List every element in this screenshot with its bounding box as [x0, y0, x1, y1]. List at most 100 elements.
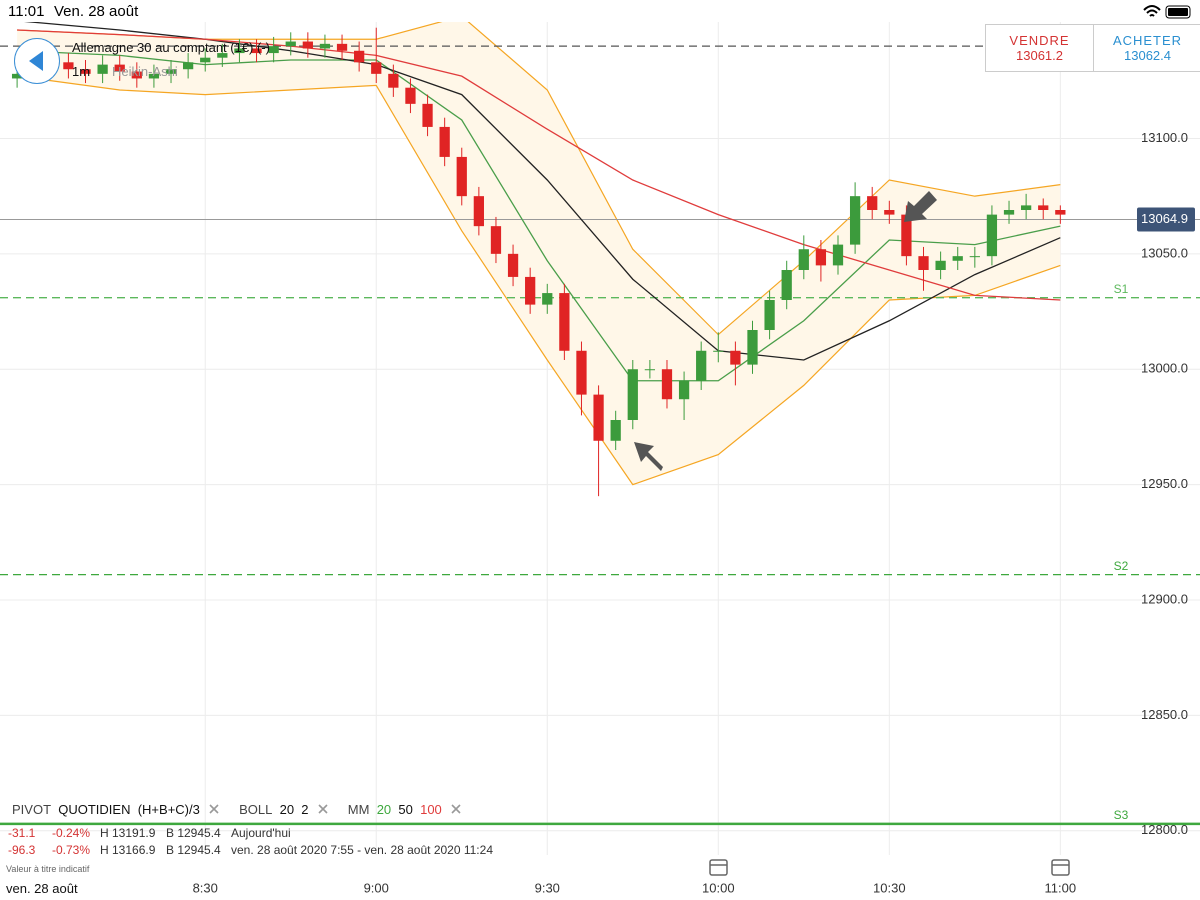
candle-body	[217, 53, 228, 58]
stat-pct: -0.73%	[52, 843, 91, 857]
stat-high: H 13166.9	[100, 843, 156, 857]
level-label: S3	[1114, 808, 1129, 822]
candle-body	[251, 48, 262, 54]
candle-body	[1003, 210, 1015, 215]
candle-body	[798, 249, 809, 270]
candle-body	[542, 293, 553, 305]
candle-body	[234, 48, 245, 54]
sell-button[interactable]: VENDRE 13061.2	[986, 25, 1094, 71]
candle-body	[713, 350, 724, 352]
pivot[interactable]: PIVOT	[12, 802, 52, 817]
buy-button[interactable]: ACHETER 13062.4	[1094, 25, 1200, 71]
remove-icon[interactable]	[451, 804, 461, 814]
stat-change: -96.3	[8, 843, 36, 857]
candle-body	[1038, 205, 1049, 210]
candle-body	[63, 62, 74, 70]
candle-body	[507, 253, 519, 277]
candle-body	[918, 256, 929, 270]
candle-body	[80, 69, 91, 74]
candle-body	[148, 73, 160, 79]
boll[interactable]: BOLL	[239, 802, 273, 817]
candle-body	[884, 210, 895, 215]
y-tick-label: 12800.0	[1141, 822, 1188, 837]
candle-body	[696, 350, 707, 381]
candle-body	[678, 380, 690, 400]
mm-2: 50	[398, 802, 413, 817]
pivot-period: QUOTIDIEN	[58, 802, 131, 817]
y-tick-label: 12900.0	[1141, 591, 1188, 606]
candle-body	[901, 214, 912, 257]
candle-body	[627, 369, 638, 420]
interval[interactable]: 1m	[72, 64, 91, 79]
stat-low: B 12945.4	[166, 826, 221, 840]
current-price-box	[1137, 207, 1195, 232]
sell-label: VENDRE	[1009, 33, 1070, 48]
sell-price: 13061.2	[1016, 48, 1063, 63]
x-tick-label: 9:00	[364, 880, 389, 895]
candle-body	[764, 300, 775, 330]
x-tick-label: 10:30	[873, 880, 906, 895]
indicator-bar: PIVOT QUOTIDIEN (H+B+C)/3 BOLL 20 2 MM 2…	[12, 802, 461, 817]
chart-style[interactable]: Heikin-Ashi	[112, 64, 178, 79]
candle-body	[593, 394, 604, 441]
candle-body	[730, 350, 741, 365]
back-button[interactable]	[14, 38, 60, 84]
mm[interactable]: MM	[347, 802, 370, 817]
candle-body	[473, 196, 484, 227]
candle-body	[354, 50, 365, 63]
candle-body	[182, 62, 194, 70]
y-tick-label: 13050.0	[1141, 245, 1188, 260]
status-bar: 11:01 Ven. 28 août	[0, 0, 1200, 22]
candle-body	[319, 43, 331, 49]
candle-body	[781, 270, 792, 300]
candle-body	[525, 276, 536, 305]
stat-pct: -0.24%	[52, 826, 91, 840]
candle-body	[832, 244, 844, 266]
candle-body	[1055, 210, 1066, 215]
candle-body	[131, 71, 142, 79]
footer-date: ven. 28 août	[6, 881, 78, 896]
remove-icon[interactable]	[318, 804, 328, 814]
buy-label: ACHETER	[1112, 33, 1183, 48]
y-tick-label: 12850.0	[1141, 707, 1188, 722]
candle-body	[405, 87, 416, 104]
candle-body	[644, 369, 656, 371]
remove-icon[interactable]	[209, 804, 220, 814]
candle-body	[302, 41, 313, 49]
note: Valeur à titre indicatif	[6, 864, 90, 874]
mm-1: 20	[376, 802, 392, 817]
candle-body	[456, 156, 467, 197]
status-icons	[1143, 5, 1191, 19]
candle-body	[11, 73, 23, 79]
candle-body	[849, 196, 861, 245]
stat-period: Aujourd'hui	[231, 826, 291, 840]
x-tick-label: 9:30	[535, 880, 560, 895]
candle-body	[268, 46, 279, 54]
candle-body	[422, 103, 433, 127]
candle-body	[969, 256, 980, 258]
bollinger-lower	[17, 75, 1061, 486]
candle-body	[165, 69, 177, 74]
x-tick-label: 8:30	[193, 880, 218, 895]
candle-body	[97, 64, 108, 74]
trade-box: VENDRE 13061.2 ACHETER 13062.4	[985, 24, 1200, 72]
y-tick-label: 13000.0	[1141, 361, 1188, 376]
candle-body	[935, 260, 946, 270]
candle-body	[559, 293, 570, 351]
status-date: Ven. 28 août	[54, 3, 139, 20]
level-label: S2	[1114, 559, 1129, 573]
candle-body	[576, 350, 587, 395]
bollinger-fill	[17, 16, 1061, 485]
stat-low: B 12945.4	[166, 843, 221, 857]
moving-average	[17, 29, 1061, 301]
x-tick-label: 10:00	[702, 880, 735, 895]
candle-body	[986, 214, 998, 257]
candle-body	[336, 43, 348, 51]
candle-body	[952, 256, 963, 261]
y-tick-label: 13100.0	[1141, 130, 1188, 145]
y-tick-label: 12950.0	[1141, 476, 1188, 491]
candle-body	[1020, 205, 1032, 210]
candle-body	[285, 41, 296, 47]
boll-period: 20	[279, 802, 295, 817]
